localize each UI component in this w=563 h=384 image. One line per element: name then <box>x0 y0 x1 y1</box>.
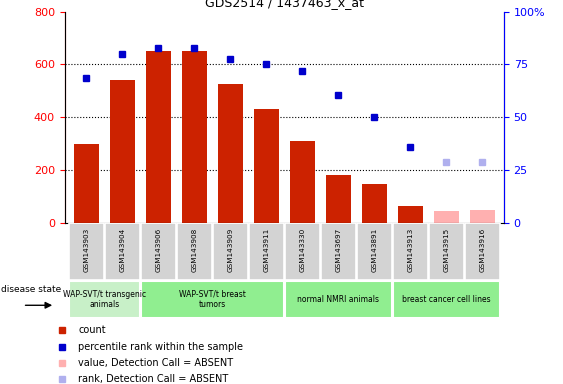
Bar <box>393 281 499 318</box>
Bar <box>285 223 320 280</box>
Bar <box>110 80 135 223</box>
Text: WAP-SVT/t breast
tumors: WAP-SVT/t breast tumors <box>179 290 246 309</box>
Text: GSM143916: GSM143916 <box>479 227 485 271</box>
Bar <box>397 205 423 223</box>
Text: GSM143697: GSM143697 <box>336 227 341 271</box>
Text: disease state: disease state <box>1 285 61 295</box>
Text: GSM143891: GSM143891 <box>372 227 377 271</box>
Bar <box>218 84 243 223</box>
Bar <box>69 281 140 318</box>
Bar <box>141 281 284 318</box>
Bar <box>213 223 248 280</box>
Bar <box>254 109 279 223</box>
Text: GSM143915: GSM143915 <box>443 227 449 271</box>
Bar <box>429 223 463 280</box>
Text: value, Detection Call = ABSENT: value, Detection Call = ABSENT <box>78 358 234 368</box>
Text: GSM143906: GSM143906 <box>155 227 162 271</box>
Text: GSM143330: GSM143330 <box>300 227 305 271</box>
Bar <box>393 223 427 280</box>
Bar <box>249 223 284 280</box>
Bar <box>105 223 140 280</box>
Text: WAP-SVT/t transgenic
animals: WAP-SVT/t transgenic animals <box>63 290 146 309</box>
Bar <box>182 51 207 223</box>
Text: count: count <box>78 326 106 336</box>
Text: GSM143911: GSM143911 <box>263 227 269 271</box>
Bar <box>74 144 99 223</box>
Bar <box>290 141 315 223</box>
Text: percentile rank within the sample: percentile rank within the sample <box>78 342 243 352</box>
Bar <box>146 51 171 223</box>
Bar <box>321 223 356 280</box>
Text: normal NMRI animals: normal NMRI animals <box>297 295 379 304</box>
Text: GSM143904: GSM143904 <box>119 227 126 271</box>
Bar <box>326 175 351 223</box>
Text: GSM143913: GSM143913 <box>407 227 413 271</box>
Bar <box>285 281 392 318</box>
Text: GSM143909: GSM143909 <box>227 227 233 271</box>
Bar <box>465 223 499 280</box>
Bar <box>141 223 176 280</box>
Bar <box>470 210 495 223</box>
Text: GSM143903: GSM143903 <box>83 227 90 271</box>
Text: rank, Detection Call = ABSENT: rank, Detection Call = ABSENT <box>78 374 229 384</box>
Bar <box>361 184 387 223</box>
Bar <box>357 223 392 280</box>
Bar <box>69 223 104 280</box>
Bar <box>434 211 459 223</box>
Text: GSM143908: GSM143908 <box>191 227 197 271</box>
Title: GDS2514 / 1437463_x_at: GDS2514 / 1437463_x_at <box>205 0 364 9</box>
Bar <box>177 223 212 280</box>
Text: breast cancer cell lines: breast cancer cell lines <box>402 295 490 304</box>
